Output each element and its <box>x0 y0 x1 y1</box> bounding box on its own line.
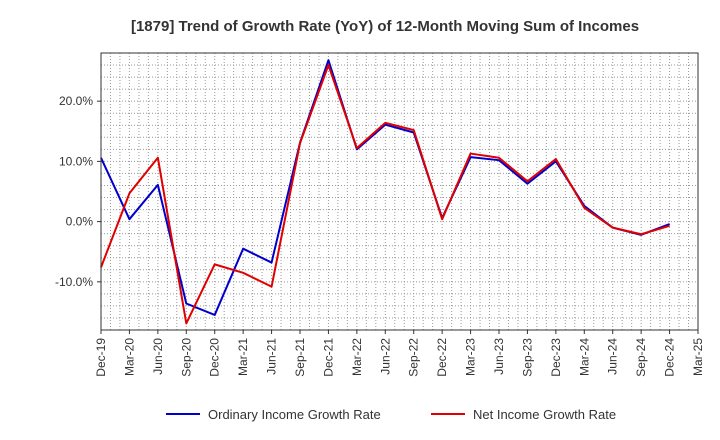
y-axis-ticks: -10.0% 0.0% 10.0% 20.0% <box>55 94 101 289</box>
x-tick-label: Sep-23 <box>520 338 534 377</box>
x-tick-label: Mar-24 <box>577 338 591 376</box>
x-tick-label: Sep-21 <box>293 338 307 377</box>
x-tick-label: Mar-22 <box>350 338 364 376</box>
plot-area-border <box>100 52 699 331</box>
x-tick-label: Sep-24 <box>634 338 648 377</box>
x-tick-label: Mar-23 <box>464 338 478 376</box>
x-tick-label: Dec-22 <box>435 338 449 377</box>
series-line-2 <box>100 64 670 325</box>
x-tick-label: Jun-21 <box>265 338 279 375</box>
x-tick-label: Dec-21 <box>321 338 335 377</box>
legend-label-1: Ordinary Income Growth Rate <box>208 407 381 422</box>
x-tick-label: Dec-24 <box>663 338 677 377</box>
x-tick-label: Jun-23 <box>492 338 506 375</box>
x-tick-label: Jun-24 <box>606 338 620 375</box>
y-tick-label: 10.0% <box>59 154 93 168</box>
x-tick-label: Mar-25 <box>691 338 705 376</box>
series-lines <box>100 59 670 325</box>
x-tick-label: Mar-21 <box>236 338 250 376</box>
x-tick-label: Jun-20 <box>151 338 165 375</box>
x-tick-label: Mar-20 <box>122 338 136 376</box>
x-tick-label: Dec-20 <box>208 338 222 377</box>
x-tick-label: Jun-22 <box>378 338 392 375</box>
x-tick-label: Sep-20 <box>179 338 193 377</box>
legend-label-2: Net Income Growth Rate <box>473 407 616 422</box>
chart-title: [1879] Trend of Growth Rate (YoY) of 12-… <box>131 18 639 35</box>
x-tick-label: Sep-22 <box>407 338 421 377</box>
x-tick-label: Dec-19 <box>94 338 108 377</box>
y-tick-label: -10.0% <box>55 275 93 289</box>
x-axis-ticks: Dec-19 Mar-20 Jun-20 Sep-20 Dec-20 Mar-21 Jun-… <box>94 330 705 377</box>
gridlines <box>100 52 699 331</box>
y-tick-label: 20.0% <box>59 94 93 108</box>
x-tick-label: Dec-23 <box>549 338 563 377</box>
legend: Ordinary Income Growth Rate Net Income Gr… <box>166 407 616 422</box>
y-tick-label: 0.0% <box>66 215 94 229</box>
